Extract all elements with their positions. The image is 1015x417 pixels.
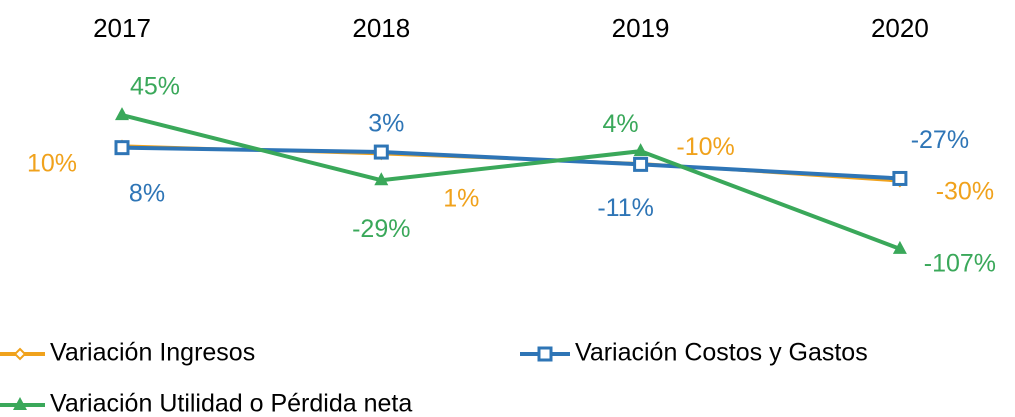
data-label: 1% [443, 184, 479, 212]
data-label: -30% [936, 178, 994, 206]
marker [892, 170, 908, 186]
x-tick-label: 2019 [612, 13, 670, 43]
x-tick-label: 2020 [871, 13, 929, 43]
x-tick-label: 2017 [93, 13, 151, 43]
data-label: 3% [368, 110, 404, 138]
data-label: 8% [129, 179, 165, 207]
data-label: 4% [603, 110, 639, 138]
marker [373, 144, 389, 160]
legend-label: Variación Costos y Gastos [575, 339, 868, 367]
marker [892, 240, 907, 254]
x-tick-label: 2018 [352, 13, 410, 43]
legend-label: Variación Ingresos [50, 339, 255, 367]
marker [633, 143, 648, 157]
data-label: -10% [676, 133, 734, 161]
data-label: -29% [352, 215, 410, 243]
data-label: -27% [911, 126, 969, 154]
legend-label: Variación Utilidad o Pérdida neta [50, 390, 412, 417]
marker [537, 346, 553, 362]
series-line [121, 113, 901, 251]
data-label: 10% [27, 150, 77, 178]
data-label: 45% [130, 73, 180, 101]
series-line [121, 145, 901, 181]
marker [13, 397, 27, 410]
marker [633, 156, 649, 172]
data-label: -11% [597, 194, 654, 222]
marker [374, 172, 389, 186]
marker [114, 140, 130, 156]
marker [115, 107, 129, 121]
marker [13, 347, 27, 361]
data-label: -107% [924, 249, 996, 277]
